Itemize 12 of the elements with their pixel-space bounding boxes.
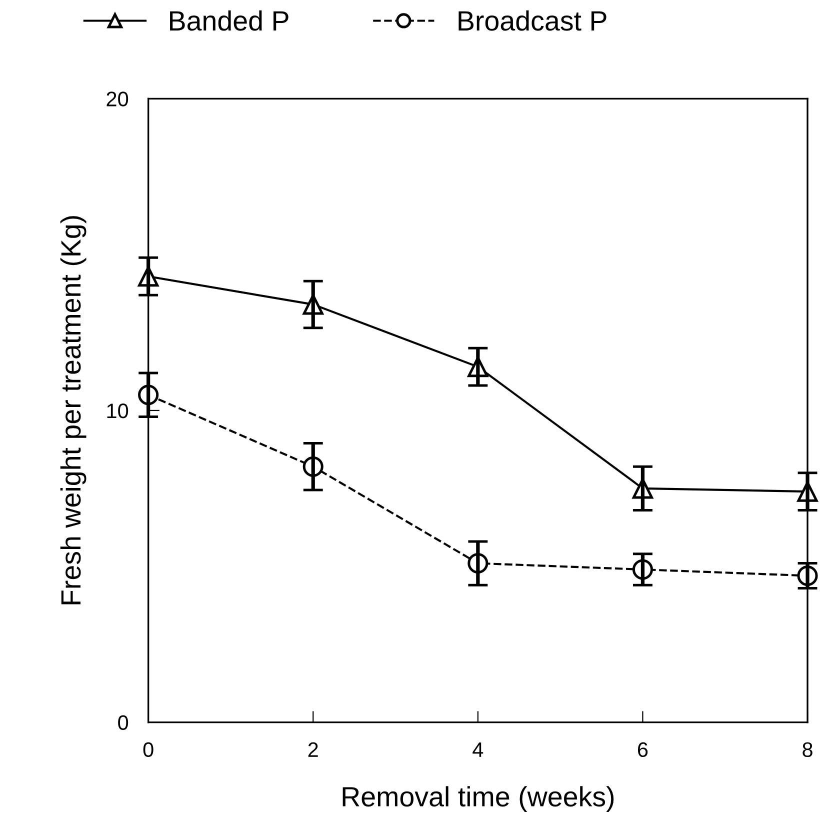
y-tick-label: 0 (118, 715, 128, 730)
x-tick-label: 4 (472, 742, 484, 757)
legend-label: Broadcast P (458, 10, 606, 31)
legend-label: Banded P (170, 10, 288, 31)
x-tick-label: 0 (143, 742, 154, 758)
x-tick-label: 6 (638, 742, 648, 758)
y-tick-label: 10 (107, 403, 128, 418)
y-axis-title: Fresh weight per treatment (Kg) (60, 216, 86, 604)
y-tick-label: 20 (106, 92, 128, 106)
x-axis-title: Removal time (weeks) (342, 786, 614, 812)
x-tick-label: 2 (308, 742, 318, 757)
x-tick-label: 8 (802, 742, 812, 758)
